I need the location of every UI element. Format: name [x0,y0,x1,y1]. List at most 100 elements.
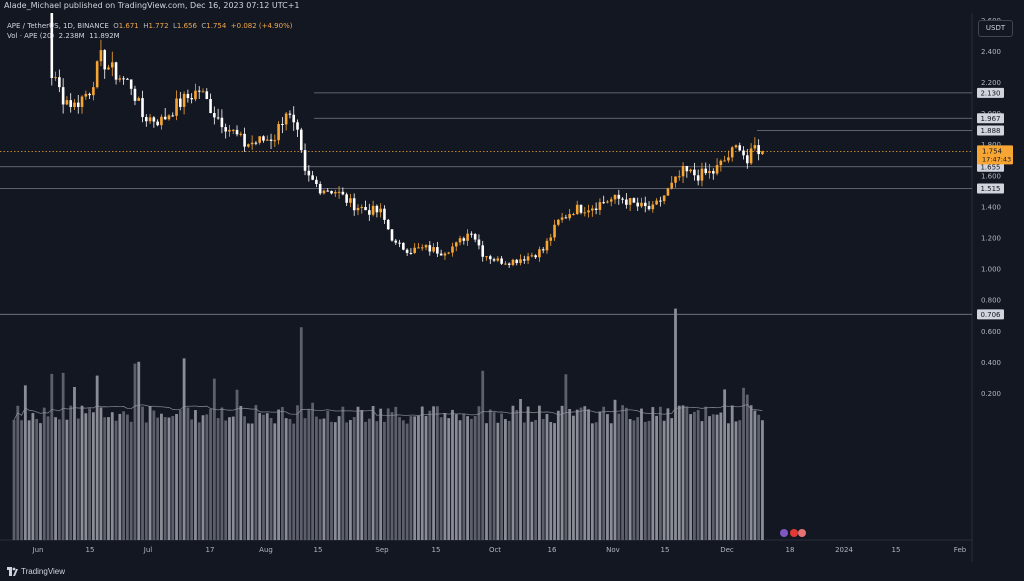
candle-body[interactable] [235,129,239,135]
candle-body[interactable] [636,202,639,207]
candle-body[interactable] [519,259,522,264]
candle-body[interactable] [330,190,333,194]
candle-body[interactable] [428,245,432,252]
tradingview-logo[interactable]: TradingView [7,567,65,576]
candle-body[interactable] [417,247,420,249]
candle-body[interactable] [734,145,738,148]
candle-body[interactable] [579,204,583,213]
candle-body[interactable] [696,175,700,181]
candle-body[interactable] [666,188,670,196]
candle-body[interactable] [334,192,337,194]
candle-body[interactable] [470,233,473,235]
candle-body[interactable] [398,242,401,244]
candle-body[interactable] [129,79,133,89]
candle-body[interactable] [651,204,655,210]
candle-body[interactable] [719,160,723,166]
candle-body[interactable] [606,201,609,203]
candle-body[interactable] [700,168,704,181]
candle-body[interactable] [371,205,375,215]
candle-body[interactable] [447,252,450,254]
candle-body[interactable] [704,168,708,174]
candle-body[interactable] [356,207,360,211]
candle-body[interactable] [92,87,95,96]
candle-body[interactable] [727,157,730,161]
candle-body[interactable] [95,61,99,88]
candle-body[interactable] [557,219,560,225]
candle-body[interactable] [54,77,57,79]
candle-body[interactable] [182,93,186,107]
candle-body[interactable] [375,205,379,213]
flag-icon[interactable] [790,529,798,537]
candle-body[interactable] [122,78,125,80]
candle-body[interactable] [224,127,227,132]
candle-body[interactable] [88,93,91,96]
candle-body[interactable] [496,258,500,261]
candle-body[interactable] [186,93,190,99]
candle-body[interactable] [296,122,299,130]
candle-body[interactable] [318,183,322,194]
candle-body[interactable] [152,117,156,122]
candle-body[interactable] [133,88,137,101]
candle-body[interactable] [670,182,674,189]
candle-body[interactable] [632,198,636,203]
candle-body[interactable] [167,115,171,120]
candle-body[interactable] [69,100,72,107]
candle-body[interactable] [655,200,658,205]
candle-body[interactable] [757,145,760,155]
candle-body[interactable] [326,190,330,192]
candle-body[interactable] [553,224,556,238]
candle-body[interactable] [598,202,602,211]
candle-body[interactable] [405,249,409,253]
candle-body[interactable] [394,240,398,243]
candle-body[interactable] [141,98,144,118]
candle-body[interactable] [511,259,515,265]
candle-body[interactable] [708,171,711,174]
candle-body[interactable] [659,200,662,202]
candle-body[interactable] [383,208,386,220]
candle-body[interactable] [228,129,231,132]
candle-body[interactable] [549,237,553,241]
candle-body[interactable] [746,155,749,164]
candle-body[interactable] [288,113,292,115]
candle-body[interactable] [402,242,405,250]
candle-body[interactable] [523,259,526,261]
candle-body[interactable] [526,256,530,261]
candle-body[interactable] [364,207,367,211]
candle-body[interactable] [507,263,511,265]
candle-body[interactable] [216,117,220,119]
candle-body[interactable] [625,199,628,205]
candle-body[interactable] [337,191,341,193]
candle-body[interactable] [345,194,348,203]
candle-body[interactable] [564,217,568,219]
candle-body[interactable] [742,150,745,156]
price-chart[interactable]: 3.2003.0002.8002.6002.4002.2002.0001.800… [0,13,1024,562]
candle-body[interactable] [220,117,224,128]
candle-body[interactable] [738,145,742,151]
candle-body[interactable] [609,199,613,202]
candle-body[interactable] [171,115,175,117]
candle-body[interactable] [643,202,647,207]
flag-icon[interactable] [798,529,806,537]
candle-body[interactable] [258,136,261,143]
candle-body[interactable] [715,165,719,174]
candle-body[interactable] [477,239,481,246]
candle-body[interactable] [379,208,382,213]
candle-body[interactable] [80,96,84,107]
candle-body[interactable] [194,90,197,100]
candle-body[interactable] [466,233,469,241]
candle-body[interactable] [488,256,492,260]
candle-body[interactable] [281,124,284,126]
candle-body[interactable] [352,198,356,211]
candle-body[interactable] [568,214,571,219]
candle-body[interactable] [685,166,689,172]
volume-label[interactable]: Vol · APE (20) [7,32,55,40]
candle-body[interactable] [58,77,61,88]
candle-body[interactable] [368,210,371,215]
candle-body[interactable] [110,62,114,68]
candle-body[interactable] [628,198,632,205]
candle-body[interactable] [500,258,503,264]
candle-body[interactable] [617,194,621,199]
candle-body[interactable] [76,102,80,107]
candle-body[interactable] [761,151,764,155]
candle-body[interactable] [284,113,288,125]
